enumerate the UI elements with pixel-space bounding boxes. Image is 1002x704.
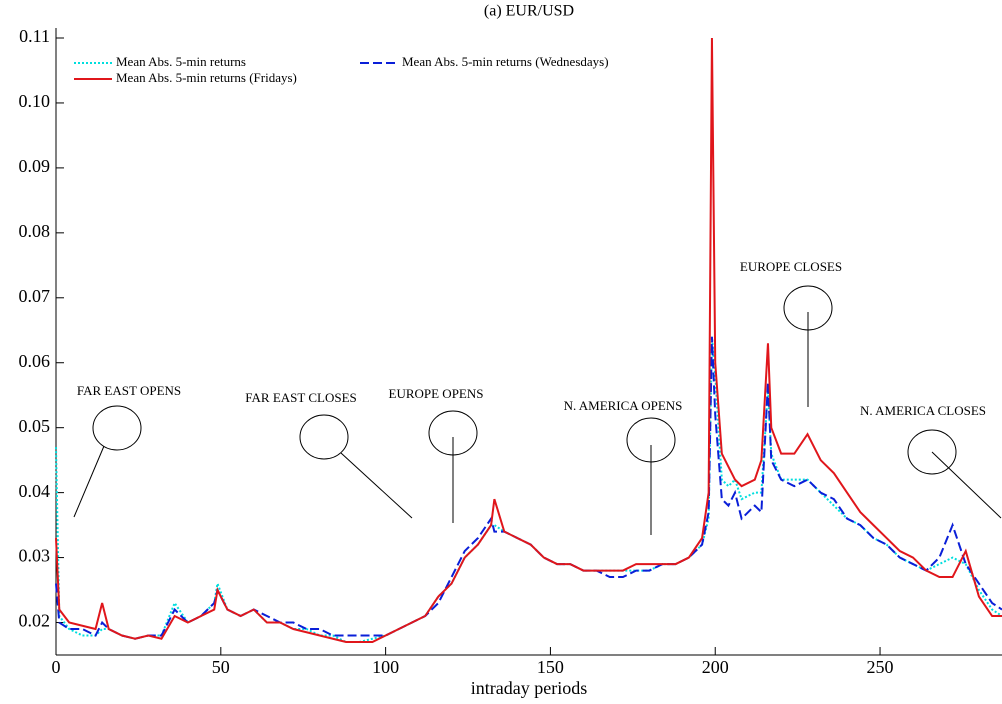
annotation-circle [299,414,349,460]
y-tick-label: 0.09 [19,156,51,176]
y-tick-label: 0.10 [19,91,51,111]
y-tick-label: 0.02 [19,611,51,631]
annotation: N. AMERICA CLOSES [860,403,986,418]
legend-label: Mean Abs. 5-min returns [116,54,246,69]
annotation-line [73,445,105,518]
y-tick-label: 0.08 [19,221,51,241]
y-tick-label: 0.07 [19,286,51,306]
x-tick-label: 50 [212,657,230,677]
annotation: N. AMERICA OPENS [564,398,683,413]
legend-label: Mean Abs. 5-min returns (Fridays) [116,70,297,85]
legend-label: Mean Abs. 5-min returns (Wednesdays) [402,54,609,69]
x-tick-label: 150 [537,657,564,677]
annotation: FAR EAST CLOSES [245,390,357,405]
y-tick-label: 0.11 [19,26,50,46]
x-tick-label: 200 [702,657,729,677]
annotation: FAR EAST OPENS [77,383,181,398]
x-tick-label: 0 [52,657,61,677]
x-tick-label: 100 [372,657,399,677]
annotation: EUROPE CLOSES [740,259,842,274]
series-line [55,336,1002,644]
chart-title: (a) EUR/USD [484,3,574,20]
x-tick-label: 250 [867,657,894,677]
annotation-line [931,451,1002,519]
annotation-circle [907,429,957,475]
x-axis-label: intraday periods [471,678,587,698]
y-tick-label: 0.03 [19,546,51,566]
y-tick-label: 0.05 [19,416,51,436]
annotation: EUROPE OPENS [389,386,484,401]
annotation-circle [92,405,142,451]
y-tick-label: 0.06 [19,351,51,371]
series-line [55,37,1002,644]
y-tick-label: 0.04 [19,481,51,501]
series-line [55,336,1002,640]
annotation-line [340,452,413,519]
